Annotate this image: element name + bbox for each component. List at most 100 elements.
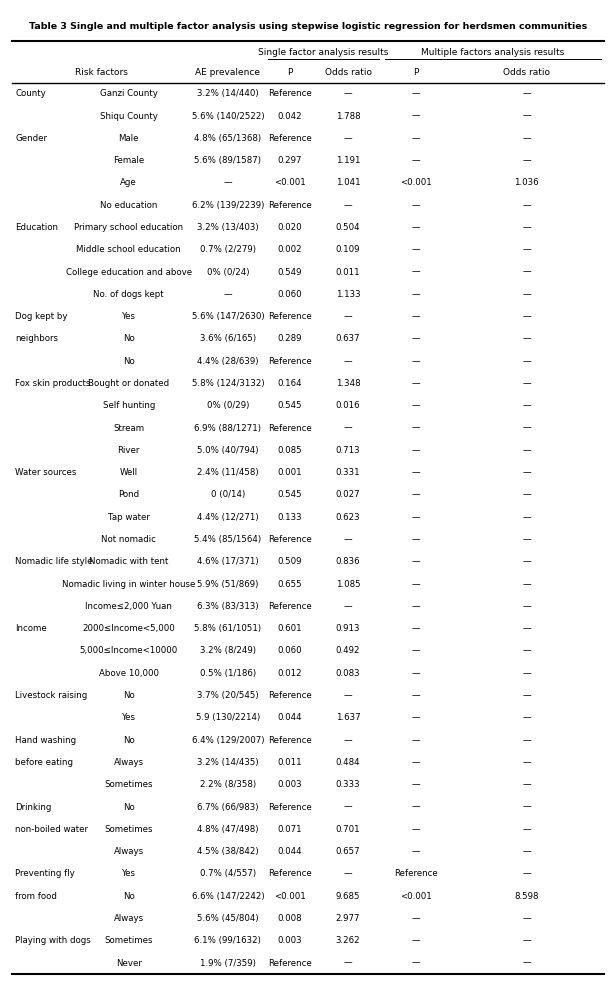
Text: 4.5% (38/842): 4.5% (38/842) [197,847,259,856]
Text: —: — [522,669,531,678]
Text: 0.7% (4/557): 0.7% (4/557) [200,870,256,879]
Text: 5.0% (40/794): 5.0% (40/794) [197,446,259,455]
Text: 0.601: 0.601 [277,624,302,633]
Text: No: No [123,357,135,366]
Text: 0.109: 0.109 [336,245,360,254]
Text: Reference: Reference [267,90,312,98]
Text: Age: Age [120,178,137,187]
Text: 0% (0/29): 0% (0/29) [207,401,249,410]
Text: Reference: Reference [267,870,312,879]
Text: Nomadic living in winter house: Nomadic living in winter house [62,580,195,588]
Text: —: — [522,245,531,254]
Text: 0.060: 0.060 [277,646,302,655]
Text: 3.2% (14/435): 3.2% (14/435) [197,758,259,767]
Text: —: — [522,446,531,455]
Text: College education and above: College education and above [66,268,192,277]
Text: 2.4% (11/458): 2.4% (11/458) [197,468,259,477]
Text: Yes: Yes [122,713,136,722]
Text: 6.2% (139/2239): 6.2% (139/2239) [192,201,264,210]
Text: —: — [411,780,420,789]
Text: 3.2% (8/249): 3.2% (8/249) [200,646,256,655]
Text: —: — [344,958,352,967]
Text: 0.044: 0.044 [277,847,302,856]
Text: —: — [522,268,531,277]
Text: 0.083: 0.083 [336,669,360,678]
Text: —: — [522,424,531,433]
Text: <0.001: <0.001 [400,892,432,900]
Text: 6.7% (66/983): 6.7% (66/983) [197,803,259,812]
Text: No: No [123,691,135,700]
Text: —: — [411,825,420,833]
Text: Always: Always [114,758,144,767]
Text: Shiqu County: Shiqu County [100,111,158,121]
Text: —: — [411,111,420,121]
Text: <0.001: <0.001 [274,178,306,187]
Text: 0.492: 0.492 [336,646,360,655]
Text: Reference: Reference [267,357,312,366]
Text: 5.9 (130/2214): 5.9 (130/2214) [196,713,260,722]
Text: —: — [522,847,531,856]
Text: 2.2% (8/358): 2.2% (8/358) [200,780,256,789]
Text: 6.6% (147/2242): 6.6% (147/2242) [192,892,264,900]
Text: Hand washing: Hand washing [15,736,76,745]
Text: —: — [522,490,531,500]
Text: —: — [411,90,420,98]
Text: Reference: Reference [267,803,312,812]
Text: 0.509: 0.509 [277,557,302,567]
Text: 1.788: 1.788 [336,111,360,121]
Text: —: — [522,691,531,700]
Text: 0.133: 0.133 [277,513,302,522]
Text: —: — [344,357,352,366]
Text: —: — [522,758,531,767]
Text: —: — [522,90,531,98]
Text: —: — [411,936,420,946]
Text: —: — [344,803,352,812]
Text: 5.4% (85/1564): 5.4% (85/1564) [195,535,261,544]
Text: —: — [344,870,352,879]
Text: 3.262: 3.262 [336,936,360,946]
Text: —: — [522,803,531,812]
Text: Reference: Reference [267,958,312,967]
Text: —: — [522,201,531,210]
Text: Odds ratio: Odds ratio [325,68,371,78]
Text: Stream: Stream [113,424,144,433]
Text: 0.001: 0.001 [277,468,302,477]
Text: —: — [411,669,420,678]
Text: —: — [344,602,352,611]
Text: Above 10,000: Above 10,000 [99,669,159,678]
Text: —: — [411,335,420,343]
Text: No: No [123,335,135,343]
Text: Nomadic life style: Nomadic life style [15,557,93,567]
Text: —: — [344,691,352,700]
Text: 0.003: 0.003 [277,936,302,946]
Text: 1.041: 1.041 [336,178,360,187]
Text: —: — [411,646,420,655]
Text: 3.2% (14/440): 3.2% (14/440) [197,90,259,98]
Text: —: — [522,624,531,633]
Text: 0.701: 0.701 [336,825,360,833]
Text: Sometimes: Sometimes [105,936,153,946]
Text: <0.001: <0.001 [400,178,432,187]
Text: —: — [411,758,420,767]
Text: Reference: Reference [267,312,312,321]
Text: 1.348: 1.348 [336,379,360,388]
Text: Pond: Pond [118,490,139,500]
Text: —: — [411,624,420,633]
Text: 6.9% (88/1271): 6.9% (88/1271) [195,424,261,433]
Text: —: — [522,646,531,655]
Text: —: — [522,602,531,611]
Text: Middle school education: Middle school education [76,245,181,254]
Text: —: — [522,290,531,299]
Text: —: — [224,290,232,299]
Text: 0% (0/24): 0% (0/24) [207,268,249,277]
Text: —: — [411,847,420,856]
Text: Tap water: Tap water [108,513,150,522]
Text: —: — [411,535,420,544]
Text: —: — [411,736,420,745]
Text: 0 (0/14): 0 (0/14) [211,490,245,500]
Text: Income≤2,000 Yuan: Income≤2,000 Yuan [85,602,172,611]
Text: —: — [522,312,531,321]
Text: 0.836: 0.836 [336,557,360,567]
Text: Dog kept by: Dog kept by [15,312,68,321]
Text: —: — [411,691,420,700]
